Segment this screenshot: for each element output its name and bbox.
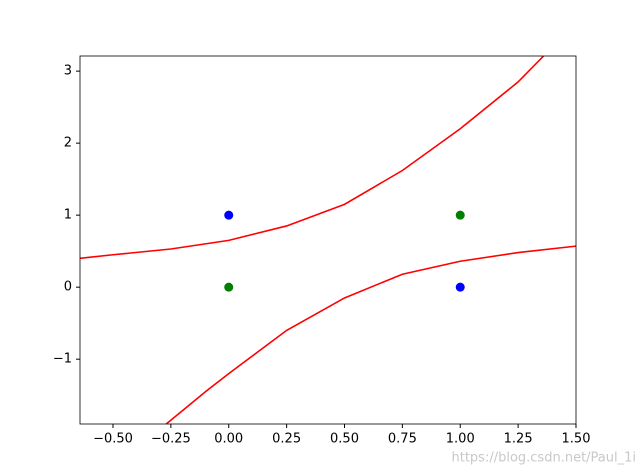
y-tick-label: 1 [64, 208, 72, 223]
x-tick-label: 0.75 [388, 432, 417, 447]
x-tick-label: 0.00 [214, 432, 243, 447]
y-tick-label: −1 [53, 352, 72, 367]
x-tick-label: −0.50 [93, 432, 133, 447]
y-tick-label: 0 [64, 280, 72, 295]
point [224, 210, 234, 220]
x-tick-label: 1.00 [446, 432, 475, 447]
x-tick-label: −0.25 [151, 432, 191, 447]
y-tick-label: 3 [64, 64, 72, 79]
x-tick-label: 0.50 [330, 432, 359, 447]
y-tick-label: 2 [64, 136, 72, 151]
x-tick-label: 0.25 [272, 432, 301, 447]
point [224, 282, 234, 292]
curve [165, 245, 576, 424]
point [455, 282, 465, 292]
x-tick-label: 1.25 [504, 432, 533, 447]
watermark: https://blog.csdn.net/Paul_1i [451, 451, 636, 466]
x-tick-label: 1.50 [562, 432, 591, 447]
plot-area [80, 56, 576, 424]
point [455, 210, 465, 220]
axes-frame [79, 55, 577, 425]
curve [80, 56, 545, 260]
